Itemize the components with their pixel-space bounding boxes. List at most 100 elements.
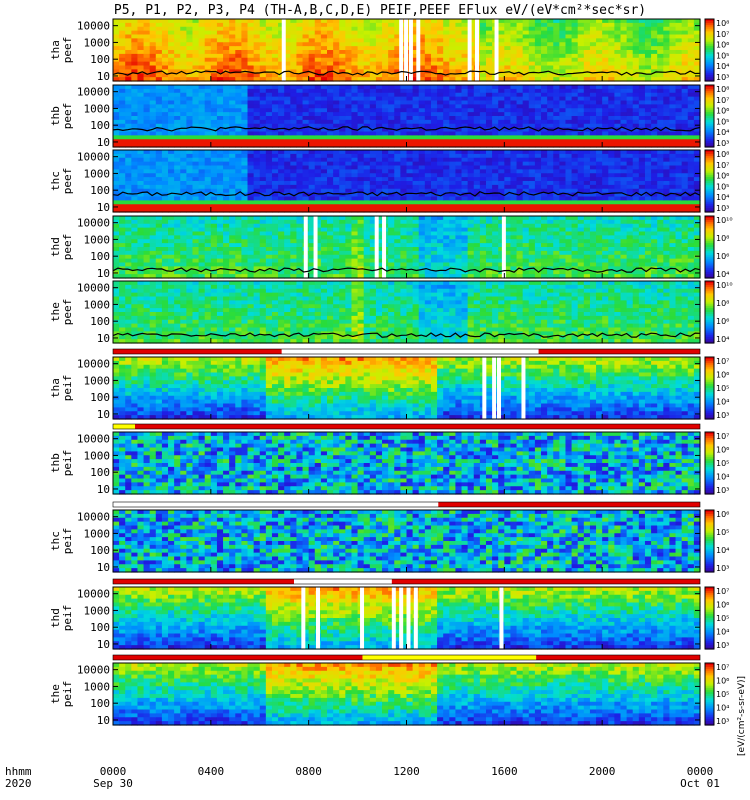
spectrogram-cell — [443, 42, 450, 46]
spectrogram-cell — [272, 124, 279, 128]
spectrogram-cell — [321, 197, 328, 201]
spectrogram-cell — [682, 31, 689, 35]
spectrogram-cell — [211, 101, 218, 105]
spectrogram-cell — [425, 54, 432, 58]
spectrogram-cell — [186, 162, 193, 166]
spectrogram-cell — [645, 27, 652, 31]
spectrogram-cell — [156, 228, 163, 232]
spectrogram-cell — [559, 93, 566, 97]
spectrogram-cell — [584, 42, 591, 46]
spectrogram-cell — [168, 154, 175, 158]
spectrogram-cell — [180, 154, 187, 158]
spectrogram-cell — [180, 38, 187, 42]
spectrogram-cell — [168, 23, 175, 27]
spectrogram-cell — [162, 232, 169, 236]
spectrogram-cell — [321, 62, 328, 66]
spectrogram-cell — [480, 73, 487, 77]
spectrogram-cell — [272, 54, 279, 58]
spectrogram-cell — [248, 97, 255, 101]
spectrogram-cell — [327, 158, 334, 162]
spectrogram-cell — [572, 169, 579, 173]
spectrogram-cell — [235, 181, 242, 185]
spectrogram-cell — [192, 93, 199, 97]
spectrogram-cell — [517, 169, 524, 173]
spectrogram-cell — [578, 93, 585, 97]
spectrogram-cell — [296, 185, 303, 189]
spectrogram-cell — [345, 101, 352, 105]
spectrogram-cell — [315, 38, 322, 42]
spectrogram-cell — [535, 132, 542, 136]
spectrogram-cell — [309, 185, 316, 189]
spectrogram-cell — [125, 108, 132, 112]
spectrogram-cell — [443, 173, 450, 177]
spectrogram-cell — [651, 135, 658, 139]
spectrogram-cell — [572, 27, 579, 31]
spectrogram-cell — [627, 150, 634, 154]
spectrogram-cell — [480, 135, 487, 139]
spectrogram-cell — [211, 173, 218, 177]
spectrogram-cell — [565, 169, 572, 173]
spectrogram-cell — [627, 154, 634, 158]
spectrogram-cell — [162, 50, 169, 54]
spectrogram-cell — [498, 35, 505, 39]
spectrogram-cell — [651, 50, 658, 54]
spectrogram-cell — [541, 104, 548, 108]
spectrogram-cell — [351, 66, 358, 70]
spectrogram-cell — [510, 135, 517, 139]
spectrogram-cell — [578, 204, 585, 208]
spectrogram-cell — [364, 62, 371, 66]
spectrogram-cell — [682, 85, 689, 89]
spectrogram-cell — [205, 173, 212, 177]
spectrogram-cell — [413, 116, 420, 120]
spectrogram-cell — [449, 62, 456, 66]
spectrogram-cell — [394, 108, 401, 112]
spectrogram-cell — [174, 255, 181, 259]
spectrogram-cell — [449, 46, 456, 50]
spectrogram-cell — [150, 120, 157, 124]
spectrogram-cell — [443, 177, 450, 181]
spectrogram-cell — [137, 270, 144, 274]
spectrogram-cell — [468, 89, 475, 93]
spectrogram-cell — [553, 62, 560, 66]
spectrogram-cell — [241, 62, 248, 66]
spectrogram-cell — [449, 169, 456, 173]
spectrogram-cell — [119, 124, 126, 128]
spectrogram-cell — [504, 197, 511, 201]
spectrogram-cell — [296, 58, 303, 62]
spectrogram-cell — [529, 19, 536, 23]
spectrogram-cell — [192, 135, 199, 139]
spectrogram-cell — [474, 101, 481, 105]
spectrogram-cell — [229, 189, 236, 193]
spectrogram-cell — [266, 23, 273, 27]
spectrogram-cell — [498, 42, 505, 46]
spectrogram-cell — [192, 112, 199, 116]
spectrogram-cell — [639, 62, 646, 66]
spectrogram-cell — [651, 162, 658, 166]
spectrogram-cell — [614, 135, 621, 139]
spectrogram-cell — [388, 197, 395, 201]
spectrogram-cell — [168, 132, 175, 136]
spectrogram-cell — [455, 197, 462, 201]
spectrogram-cell — [474, 169, 481, 173]
spectrogram-cell — [407, 120, 414, 124]
spectrogram-cell — [480, 38, 487, 42]
spectrogram-cell — [382, 62, 389, 66]
spectrogram-cell — [596, 27, 603, 31]
spectrogram-cell — [199, 97, 206, 101]
spectrogram-cell — [260, 101, 267, 105]
spectrogram-cell — [137, 158, 144, 162]
spectrogram-cell — [547, 150, 554, 154]
spectrogram-cell — [510, 204, 517, 208]
spectrogram-cell — [241, 97, 248, 101]
spectrogram-cell — [266, 108, 273, 112]
spectrogram-cell — [162, 38, 169, 42]
spectrogram-cell — [565, 181, 572, 185]
spectrogram-cell — [400, 189, 407, 193]
spectrogram-cell — [486, 35, 493, 39]
spectrogram-cell — [621, 104, 628, 108]
spectrogram-cell — [186, 177, 193, 181]
spectrogram-cell — [602, 181, 609, 185]
spectrogram-cell — [260, 89, 267, 93]
spectrogram-cell — [272, 173, 279, 177]
spectrogram-cell — [608, 27, 615, 31]
